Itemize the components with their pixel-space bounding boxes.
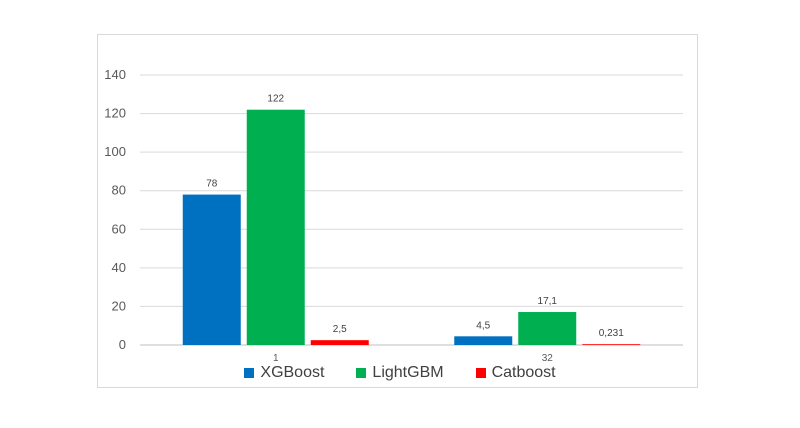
y-axis-ticks: 0 20 40 60 80 100 120 140: [104, 67, 126, 352]
data-label: 0,231: [599, 328, 624, 339]
legend-item-lightgbm: LightGBM: [356, 364, 444, 382]
data-label: 4,5: [476, 320, 490, 331]
x-category-label: 32: [542, 353, 554, 364]
y-tick-label: 20: [112, 298, 126, 313]
bar-xgboost-32: [454, 336, 513, 345]
x-category-label: 1: [273, 353, 279, 364]
legend-item-xgboost: XGBoost: [244, 364, 324, 382]
bar-lightgbm-32: [518, 312, 577, 345]
x-axis-categories: 1 32: [273, 353, 553, 364]
legend-item-catboost: Catboost: [475, 364, 556, 382]
legend-swatch-xgboost: [244, 368, 255, 378]
bar-catboost-32: [582, 344, 641, 345]
data-label: 17,1: [538, 296, 558, 307]
bar-xgboost-1: [182, 194, 241, 345]
legend-label-lightgbm: LightGBM: [372, 364, 444, 381]
bars: [182, 109, 641, 345]
data-labels: 78 122 2,5 4,5 17,1 0,231: [206, 94, 624, 339]
bar-catboost-1: [310, 340, 369, 345]
data-label: 122: [267, 94, 284, 105]
y-tick-label: 140: [104, 67, 126, 82]
y-tick-label: 120: [104, 106, 126, 121]
legend-label-catboost: Catboost: [491, 364, 556, 381]
y-tick-label: 0: [119, 337, 126, 352]
data-label: 2,5: [333, 324, 347, 335]
legend-label-xgboost: XGBoost: [260, 364, 325, 381]
bar-lightgbm-1: [246, 109, 305, 345]
y-tick-label: 60: [112, 221, 126, 236]
y-tick-label: 80: [112, 183, 126, 198]
y-tick-label: 100: [104, 144, 126, 159]
legend-swatch-catboost: [475, 368, 486, 378]
legend: XGBoost LightGBM Catboost: [0, 364, 800, 382]
data-label: 78: [206, 179, 218, 190]
y-tick-label: 40: [112, 260, 126, 275]
legend-swatch-lightgbm: [356, 368, 367, 378]
